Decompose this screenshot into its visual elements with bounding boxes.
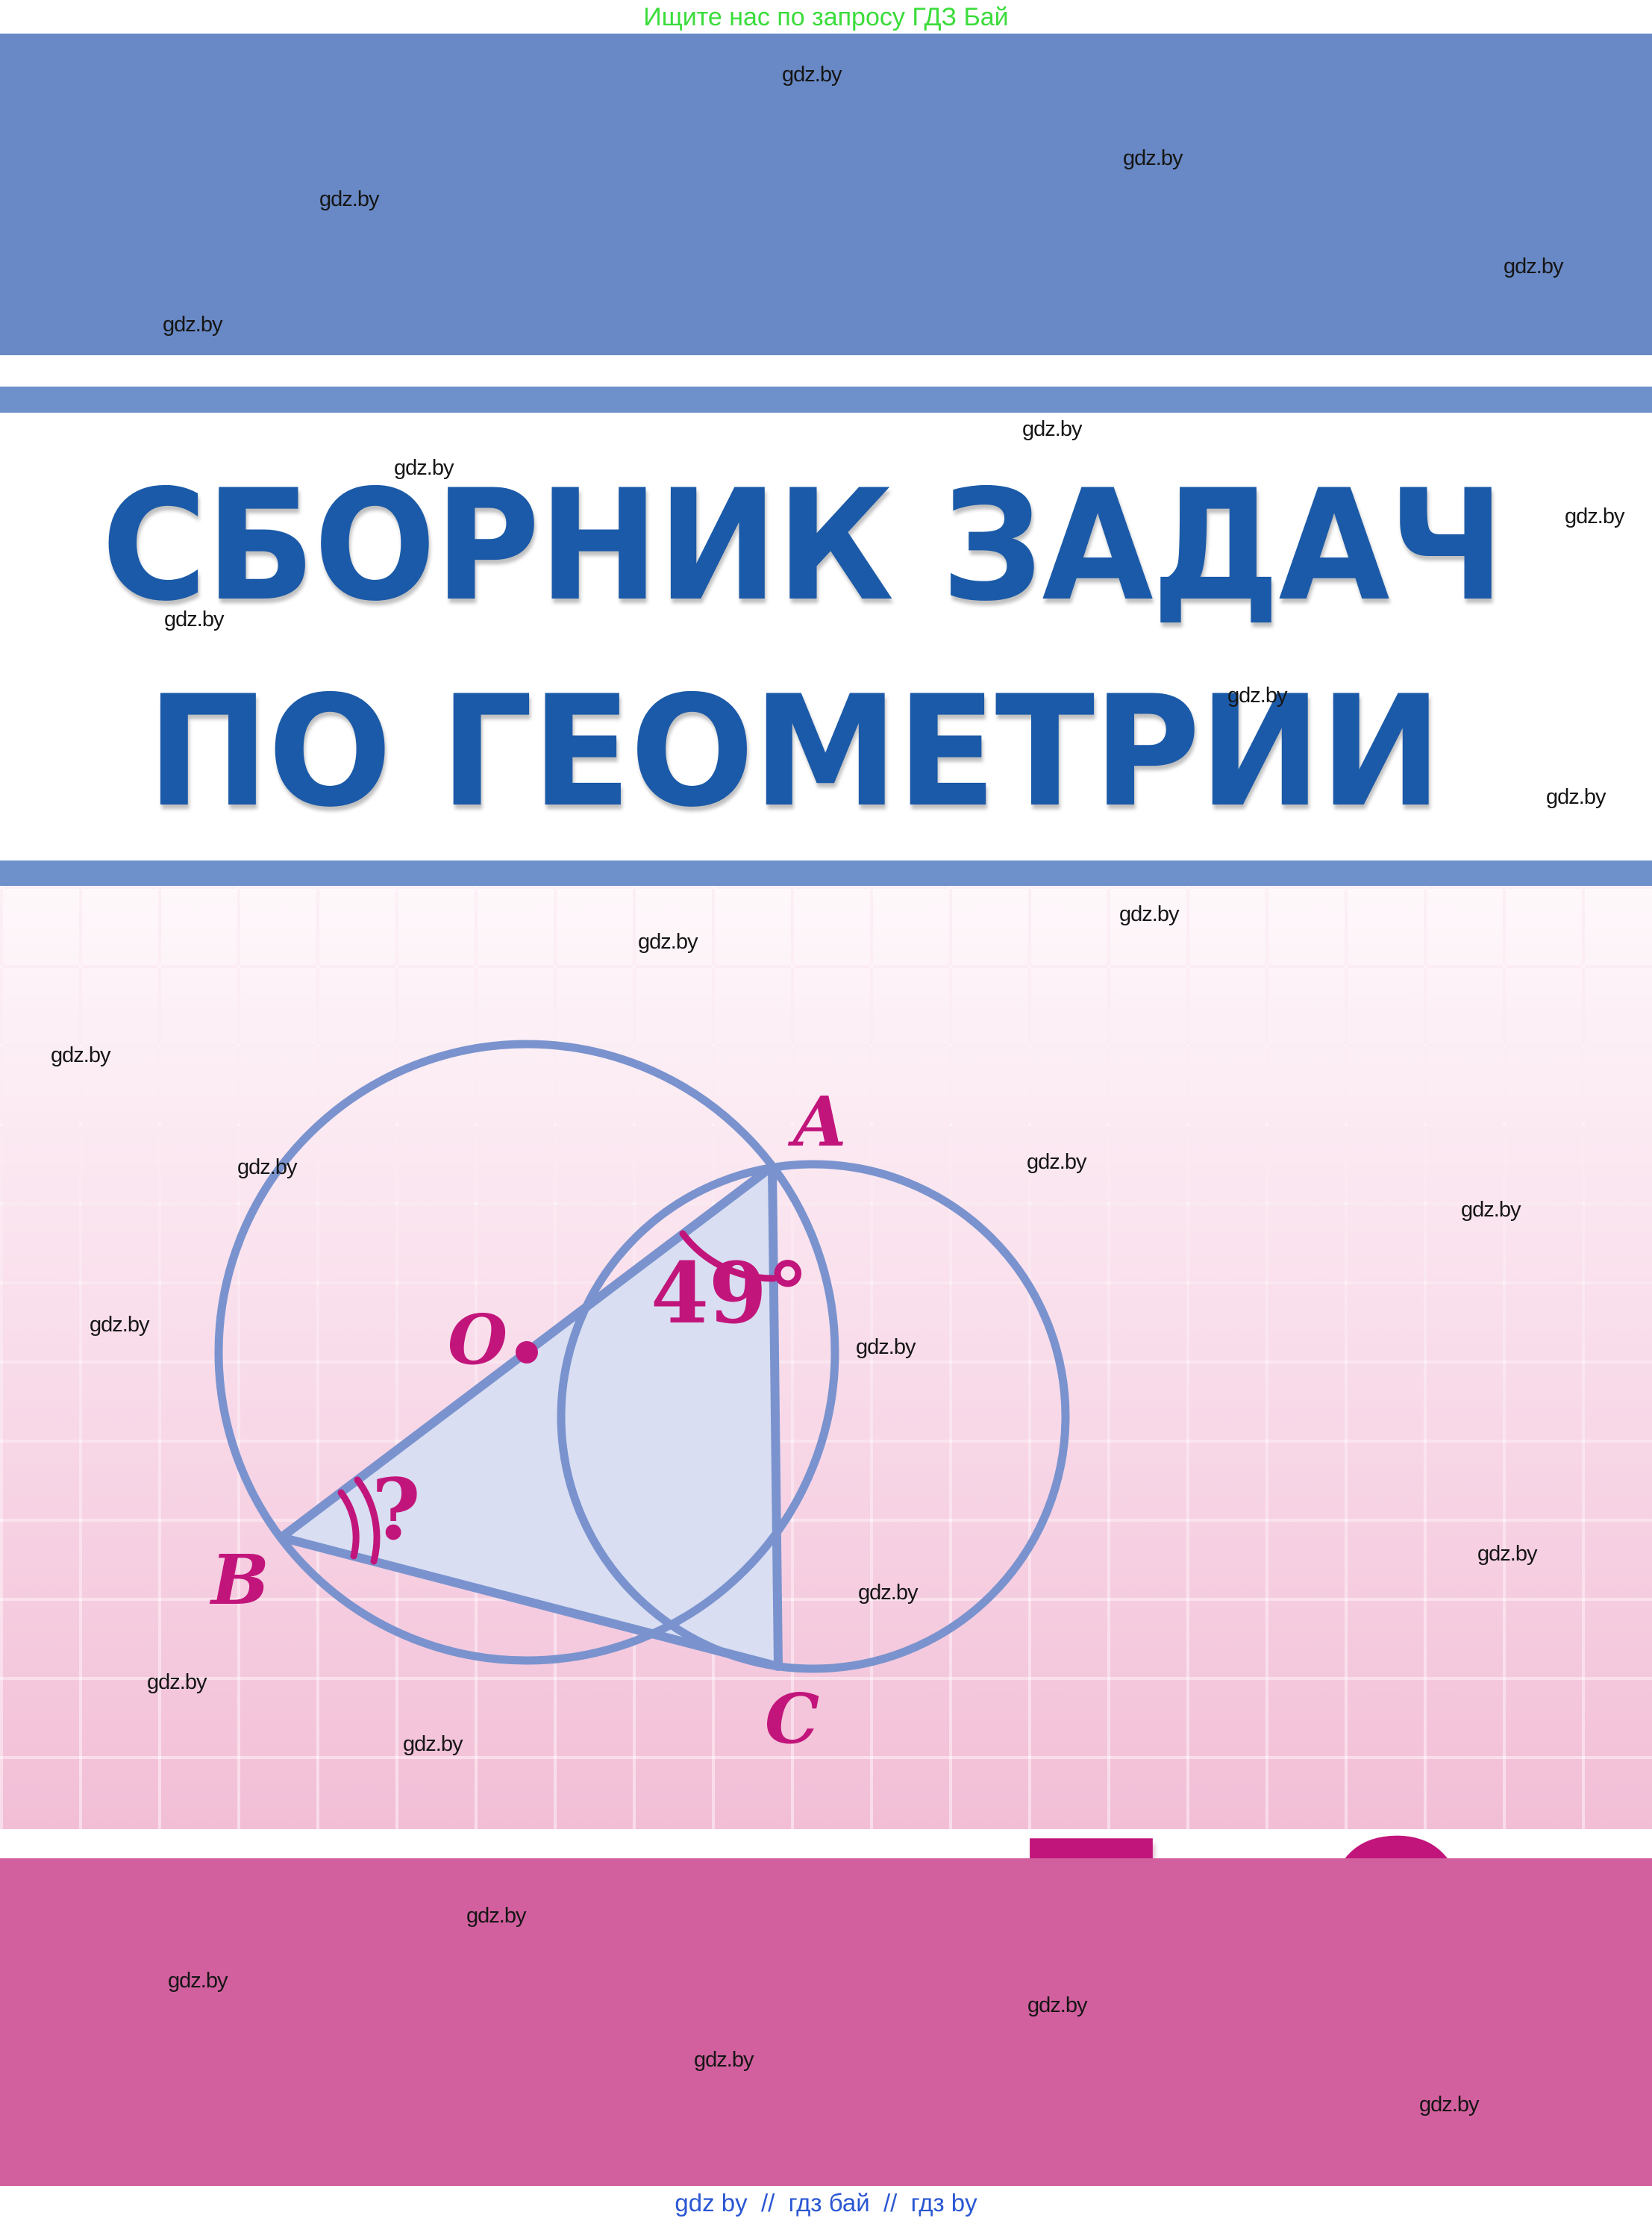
diagram-label-O: O xyxy=(448,1299,507,1380)
watermark: gdz.by xyxy=(51,1043,110,1067)
watermark: gdz.by xyxy=(1027,1993,1087,2017)
watermark: gdz.by xyxy=(466,1904,526,1928)
geometry-diagram: A O B C 49°? xyxy=(209,1040,1070,1759)
watermark: gdz.by xyxy=(1119,902,1179,926)
watermark: gdz.by xyxy=(1565,505,1624,528)
diagram-label-49: 49° xyxy=(651,1245,809,1343)
watermark: gdz.by xyxy=(1027,1150,1086,1174)
triangle-abc-fill xyxy=(281,1166,778,1666)
diagram-label-?: ? xyxy=(372,1461,421,1559)
watermark: gdz.by xyxy=(694,2048,754,2072)
diagram-label-C: C xyxy=(765,1678,819,1759)
watermark: gdz.by xyxy=(1461,1198,1521,1222)
angle-arc-b-1 xyxy=(337,1489,360,1560)
book-title-line-1: СБОРНИК ЗАДАЧ xyxy=(101,457,1504,635)
diagram-label-A: A xyxy=(787,1081,846,1162)
footer-links[interactable]: gdz by // гдз бай // гдз by xyxy=(675,2189,977,2217)
watermark: gdz.by xyxy=(90,1313,149,1337)
watermark: gdz.by xyxy=(168,1969,228,1993)
watermark: gdz.by xyxy=(403,1732,463,1756)
angle-arc-a xyxy=(679,1230,777,1282)
watermark: gdz.by xyxy=(856,1335,916,1359)
watermark: gdz.by xyxy=(163,313,222,337)
watermark: gdz.by xyxy=(164,607,224,631)
diagram-labels: A O B C 49°? xyxy=(209,1081,846,1759)
circle-small xyxy=(557,1160,1070,1673)
watermark: gdz.by xyxy=(237,1155,297,1179)
book-title-line-2: ПО ГЕОМЕТРИИ xyxy=(147,663,1442,841)
watermark: gdz.by xyxy=(1546,785,1606,809)
diagram-label-B: B xyxy=(209,1540,269,1620)
watermark: gdz.by xyxy=(1227,684,1287,707)
watermark: gdz.by xyxy=(319,187,379,211)
watermark: gdz.by xyxy=(858,1581,918,1605)
bottom-banner xyxy=(0,1858,1652,2186)
promo-header-text: Ищите нас по запросу ГДЗ Бай xyxy=(643,3,1009,31)
watermark: gdz.by xyxy=(638,930,698,954)
top-banner xyxy=(0,34,1652,355)
circle-large xyxy=(214,1040,839,1665)
watermark: gdz.by xyxy=(1477,1542,1537,1566)
watermark: gdz.by xyxy=(1419,2093,1479,2117)
watermark: gdz.by xyxy=(1504,254,1563,278)
angle-arc-b-2 xyxy=(354,1476,381,1565)
watermark: gdz.by xyxy=(394,456,454,480)
watermark: gdz.by xyxy=(782,63,842,87)
divider-stripe-top xyxy=(0,387,1652,413)
watermark: gdz.by xyxy=(147,1670,207,1694)
watermark: gdz.by xyxy=(1022,417,1082,441)
center-point-o xyxy=(516,1341,538,1363)
watermark: gdz.by xyxy=(1123,146,1183,170)
divider-stripe-bottom xyxy=(0,860,1652,886)
